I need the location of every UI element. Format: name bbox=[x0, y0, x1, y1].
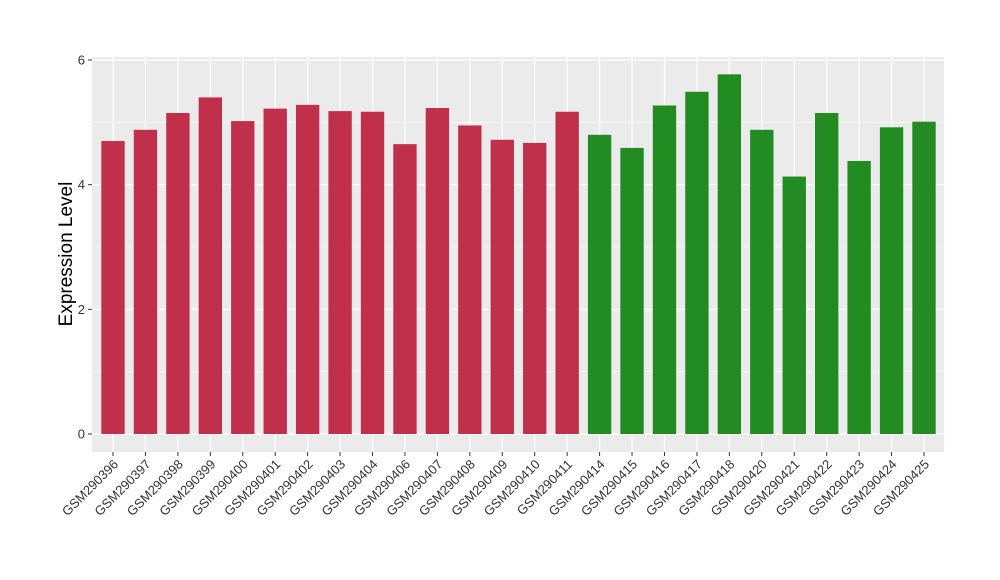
bar-GSM290403 bbox=[328, 111, 352, 434]
bar-GSM290398 bbox=[166, 112, 190, 434]
bar-GSM290399 bbox=[198, 97, 222, 435]
bar-GSM290402 bbox=[295, 104, 320, 434]
bar-GSM290421 bbox=[782, 176, 806, 434]
bars bbox=[101, 74, 936, 435]
bar-GSM290407 bbox=[425, 107, 450, 434]
y-tick-label: 6 bbox=[78, 53, 85, 68]
bar-GSM290416 bbox=[652, 105, 677, 435]
y-axis: 0 2 4 6 bbox=[78, 53, 92, 442]
bar-GSM290406 bbox=[393, 144, 417, 434]
bar-GSM290401 bbox=[263, 108, 287, 435]
bar-GSM290415 bbox=[620, 147, 644, 434]
y-tick-label: 0 bbox=[78, 427, 85, 442]
x-axis: GSM290396GSM290397GSM290398GSM290399GSM2… bbox=[59, 452, 932, 519]
y-tick-label: 2 bbox=[78, 302, 85, 317]
bar-GSM290400 bbox=[231, 121, 255, 434]
bar-GSM290420 bbox=[750, 129, 774, 434]
bar-GSM290396 bbox=[101, 141, 125, 435]
bar-GSM290410 bbox=[523, 142, 547, 435]
bar-GSM290408 bbox=[458, 125, 482, 434]
bar-GSM290418 bbox=[717, 74, 742, 434]
bar-GSM290409 bbox=[490, 139, 514, 434]
bar-GSM290422 bbox=[815, 112, 839, 434]
bar-GSM290411 bbox=[555, 111, 579, 434]
y-tick-label: 4 bbox=[78, 177, 85, 192]
bar-GSM290414 bbox=[587, 134, 612, 435]
bar-GSM290417 bbox=[685, 91, 709, 434]
bar-GSM290424 bbox=[879, 127, 904, 434]
bar-GSM290397 bbox=[133, 129, 158, 434]
y-axis-title: Expression Level bbox=[56, 182, 77, 327]
bar-GSM290423 bbox=[847, 160, 871, 435]
bar-GSM290404 bbox=[360, 111, 385, 434]
bar-GSM290425 bbox=[912, 121, 936, 435]
